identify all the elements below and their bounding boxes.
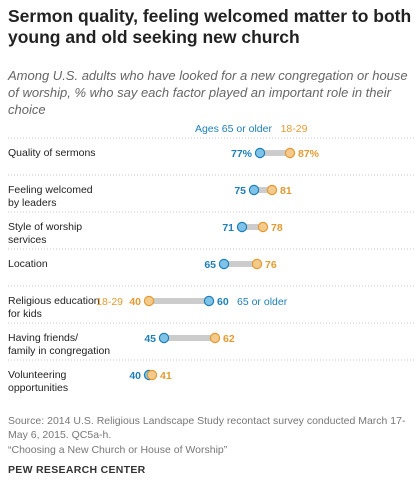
dot-younger: [143, 295, 155, 307]
report-title: “Choosing a New Church or House of Worsh…: [8, 444, 228, 456]
value-label-younger: 62: [223, 333, 235, 345]
value-label-younger: 76: [265, 259, 277, 271]
value-label-younger: 40: [129, 296, 141, 308]
dot-older: [248, 184, 260, 196]
dot-younger: [266, 184, 278, 196]
value-label-younger: 41: [160, 370, 172, 382]
value-label-younger: 87%: [298, 148, 320, 160]
value-label-older: 75: [234, 185, 246, 197]
legend-younger: 18-29: [281, 124, 308, 135]
value-label-older: 65: [204, 259, 216, 271]
inline-label-younger: 18-29: [96, 296, 123, 308]
row-label: Style of worship: [8, 221, 82, 233]
dot-younger: [284, 147, 296, 159]
dot-older: [203, 295, 215, 307]
row-label: services: [8, 234, 47, 246]
row-label: Feeling welcomed: [8, 184, 93, 196]
row-label: Quality of sermons: [8, 147, 96, 159]
legend-older: Ages 65 or older: [195, 124, 273, 135]
dot-younger: [209, 332, 221, 344]
row-label: Religious education: [8, 295, 100, 307]
row-label: Having friends/: [8, 332, 78, 344]
row-label: by leaders: [8, 197, 56, 209]
chart-title: Sermon quality, feeling welcomed matter …: [8, 6, 412, 47]
dot-plot-svg: Ages 65 or older 18-29 Quality of sermons 7…: [8, 124, 414, 394]
row-label: family in congregation: [8, 345, 110, 357]
value-label-older: 40: [129, 370, 141, 382]
value-label-older: 45: [144, 333, 156, 345]
value-label-younger: 81: [280, 185, 292, 197]
footer-brand: PEW RESEARCH CENTER: [8, 464, 146, 476]
dot-older: [236, 221, 248, 233]
dot-older: [254, 147, 266, 159]
value-label-older: 60: [217, 296, 229, 308]
value-label-older: 71: [222, 222, 234, 234]
source-note: Source: 2014 U.S. Religious Landscape St…: [8, 415, 406, 441]
dot-older: [158, 332, 170, 344]
row-label: Location: [8, 258, 48, 270]
value-label-younger: 78: [271, 222, 283, 234]
row-label: for kids: [8, 308, 42, 320]
chart-subtitle: Among U.S. adults who have looked for a …: [8, 68, 408, 117]
dot-older: [218, 258, 230, 270]
dot-younger: [251, 258, 263, 270]
row-label: Volunteering: [8, 369, 67, 381]
dot-younger: [257, 221, 269, 233]
dot-plot: Ages 65 or older 18-29 Quality of sermons 7…: [0, 124, 420, 404]
inline-label-older: 65 or older: [237, 296, 288, 308]
dot-younger: [146, 369, 158, 381]
value-label-older: 77%: [231, 148, 253, 160]
row-label: opportunities: [8, 382, 68, 394]
